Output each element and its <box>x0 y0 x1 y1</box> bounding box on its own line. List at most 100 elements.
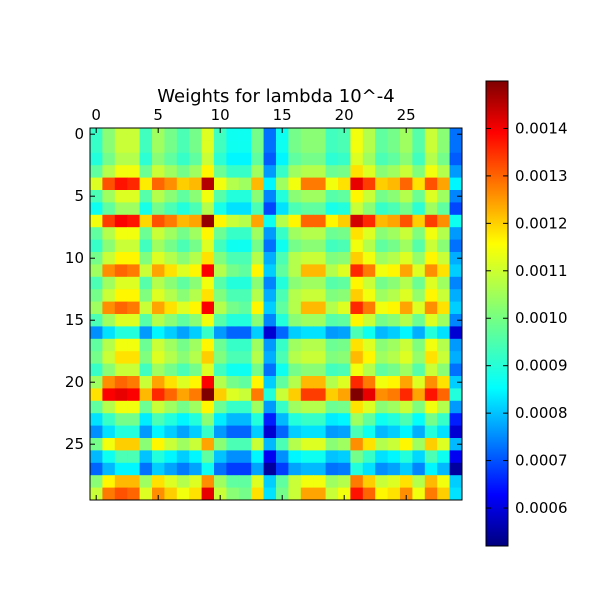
heatmap-cell <box>424 128 438 141</box>
heatmap-cell <box>350 227 364 240</box>
heatmap-cell <box>362 425 376 439</box>
heatmap-cell <box>449 438 463 451</box>
heatmap-cell <box>114 462 128 476</box>
heatmap-cell <box>127 438 140 451</box>
heatmap-cell <box>251 425 264 439</box>
heatmap-cell <box>90 338 103 352</box>
heatmap-cell <box>226 264 240 278</box>
heatmap-cell <box>102 301 116 315</box>
heatmap-cell <box>412 363 426 377</box>
heatmap-cell <box>362 177 376 191</box>
heatmap-cell <box>276 227 289 240</box>
heatmap-cell <box>139 376 153 389</box>
heatmap-cell <box>276 276 289 290</box>
heatmap-cell <box>152 301 165 315</box>
heatmap-cell <box>313 165 326 178</box>
heatmap-cell <box>412 301 426 315</box>
heatmap-cell <box>362 462 376 476</box>
heatmap-cell <box>238 450 252 464</box>
heatmap-cell <box>238 338 252 352</box>
heatmap-cell <box>251 289 264 302</box>
heatmap-cell <box>313 338 326 352</box>
colorbar-tick-label: 0.0011 <box>515 262 568 280</box>
heatmap-cell <box>300 264 314 278</box>
heatmap-cell <box>176 400 190 414</box>
heatmap-cell <box>263 252 277 265</box>
heatmap-cell <box>263 190 277 203</box>
heatmap-cell <box>102 276 116 290</box>
heatmap-cell <box>375 264 388 278</box>
heatmap-cell <box>338 450 351 464</box>
heatmap-cell <box>400 376 413 389</box>
heatmap-cell <box>214 400 227 414</box>
heatmap-cell <box>300 276 314 290</box>
heatmap-cell <box>276 363 289 377</box>
heatmap-cell <box>424 450 438 464</box>
heatmap-cell <box>90 227 103 240</box>
heatmap-cell <box>127 450 140 464</box>
heatmap-cell <box>276 202 289 216</box>
heatmap-cell <box>276 190 289 203</box>
heatmap-cell <box>152 264 165 278</box>
heatmap-cell <box>189 152 202 166</box>
heatmap-cell <box>263 152 277 166</box>
heatmap-cell <box>300 388 314 402</box>
heatmap-cell <box>189 413 202 426</box>
heatmap-cell <box>226 177 240 191</box>
heatmap-cell <box>164 388 178 402</box>
heatmap-cell <box>400 425 413 439</box>
heatmap-cell <box>201 276 215 290</box>
heatmap-cell <box>251 351 264 364</box>
heatmap-cell <box>152 475 165 488</box>
heatmap-cell <box>152 177 165 191</box>
heatmap-cell <box>90 128 103 141</box>
heatmap-cell <box>400 487 413 501</box>
heatmap-cell <box>424 338 438 352</box>
heatmap-cell <box>114 214 128 228</box>
heatmap-cell <box>449 413 463 426</box>
heatmap-cell <box>164 214 178 228</box>
heatmap-cell <box>238 438 252 451</box>
heatmap-cell <box>412 450 426 464</box>
heatmap-cell <box>226 351 240 364</box>
heatmap-cell <box>362 413 376 426</box>
heatmap-cell <box>102 177 116 191</box>
heatmap-cell <box>375 388 388 402</box>
heatmap-cell <box>300 227 314 240</box>
heatmap-cell <box>238 227 252 240</box>
heatmap-cell <box>362 276 376 290</box>
heatmap-cell <box>288 413 302 426</box>
heatmap-cell <box>139 165 153 178</box>
heatmap-cell <box>164 351 178 364</box>
heatmap-cell <box>400 227 413 240</box>
heatmap-cell <box>90 177 103 191</box>
heatmap-cell <box>139 326 153 340</box>
heatmap-cell <box>276 301 289 315</box>
heatmap-cell <box>90 190 103 203</box>
heatmap-cell <box>325 301 339 315</box>
heatmap-cell <box>201 227 215 240</box>
heatmap-cell <box>152 450 165 464</box>
heatmap-cell <box>226 400 240 414</box>
heatmap-cell <box>338 326 351 340</box>
heatmap-cell <box>313 487 326 501</box>
colorbar-tick-label: 0.0010 <box>515 309 568 327</box>
heatmap-cell <box>226 252 240 265</box>
heatmap-cell <box>114 252 128 265</box>
heatmap-cell <box>325 252 339 265</box>
heatmap-cell <box>139 413 153 426</box>
heatmap-cell <box>114 475 128 488</box>
heatmap-cell <box>226 326 240 340</box>
heatmap-cell <box>350 363 364 377</box>
heatmap-cell <box>449 276 463 290</box>
heatmap-cell <box>90 214 103 228</box>
heatmap-cell <box>214 425 227 439</box>
heatmap-cell <box>313 214 326 228</box>
heatmap-cell <box>251 376 264 389</box>
heatmap-cell <box>251 214 264 228</box>
heatmap-cell <box>176 475 190 488</box>
heatmap-cell <box>300 177 314 191</box>
heatmap-cell <box>325 475 339 488</box>
heatmap-cell <box>313 462 326 476</box>
heatmap-cell <box>338 351 351 364</box>
